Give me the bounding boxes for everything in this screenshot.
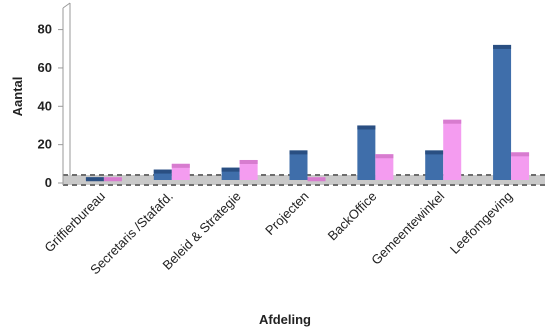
- y-tick-label: 0: [45, 175, 52, 190]
- y-tick-label: 60: [38, 60, 52, 75]
- y-tick-label: 20: [38, 137, 52, 152]
- bar-top-series-2: [511, 152, 530, 157]
- bar-top-series-2: [239, 159, 258, 164]
- x-category-label: Griffierbureau: [41, 189, 108, 256]
- bar-top-series-1: [357, 125, 376, 130]
- bar-series-1: [425, 150, 444, 180]
- bar-series-1: [357, 125, 376, 180]
- bar-series-1: [493, 44, 512, 180]
- y-tick-labels: 0 20 40 60 80: [38, 22, 52, 190]
- y-tick-label: 40: [38, 98, 52, 113]
- x-category-label: Projecten: [262, 189, 311, 238]
- bar-top-series-2: [443, 119, 462, 124]
- bar-series-1: [153, 169, 172, 180]
- y-axis-title: Aantal: [10, 77, 25, 117]
- x-category-label: Gemeentewinkel: [368, 188, 447, 267]
- x-category-label: Leefomgeving: [447, 189, 515, 257]
- bar-series-2: [375, 154, 394, 180]
- bar-top-series-2: [171, 163, 190, 168]
- x-axis-title: Afdeling: [259, 312, 311, 327]
- bar-series-2: [443, 119, 462, 180]
- bar-top-series-2: [103, 177, 122, 182]
- bar-series-2: [511, 152, 530, 180]
- y-axis-back-edge: [62, 2, 71, 9]
- bar-top-series-2: [307, 177, 326, 182]
- x-category-label: BackOffice: [325, 189, 380, 244]
- chart-axes: [58, 2, 71, 185]
- bar-series-2: [171, 163, 190, 180]
- chart-bars: [85, 44, 530, 182]
- bar-top-series-1: [425, 150, 444, 155]
- bar-series-1: [289, 150, 308, 180]
- bar-top-series-1: [493, 44, 512, 49]
- bar-series-2: [239, 159, 258, 180]
- bar-top-series-1: [85, 177, 104, 182]
- bar-top-series-1: [221, 167, 240, 172]
- y-tick-label: 80: [38, 22, 52, 37]
- bar-top-series-1: [289, 150, 308, 155]
- bar-top-series-1: [153, 169, 172, 174]
- bar-top-series-2: [375, 154, 394, 159]
